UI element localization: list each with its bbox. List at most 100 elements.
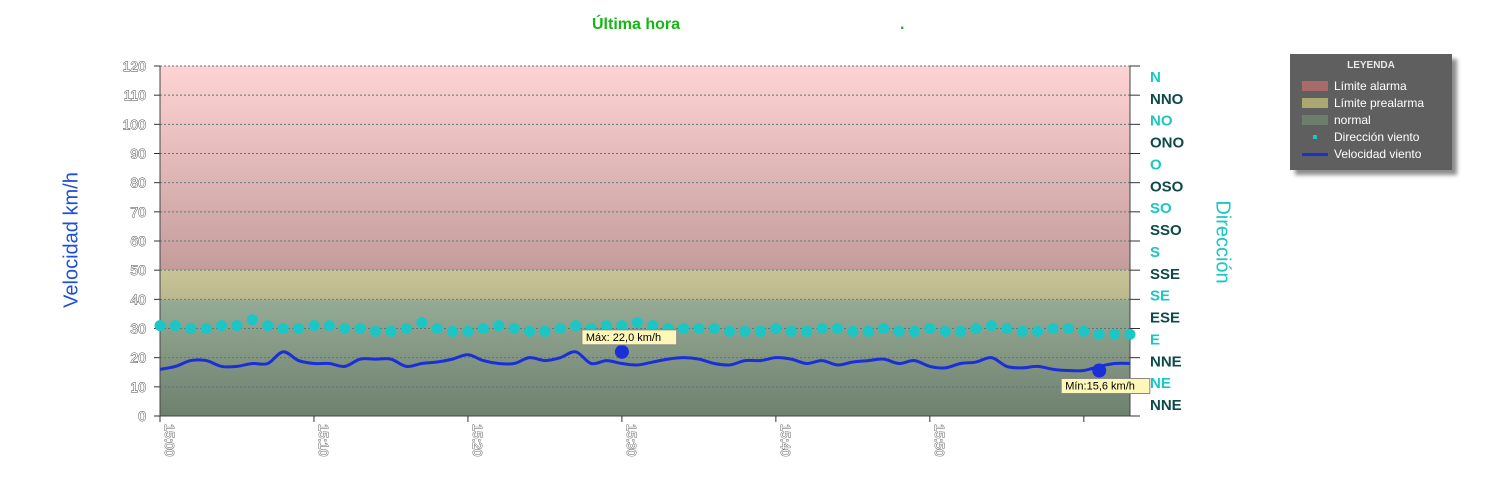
direction-tick-label: ESE — [1150, 310, 1180, 327]
direction-point — [893, 325, 905, 337]
x-tick-label: 15:50 — [932, 424, 947, 457]
direction-point — [801, 325, 813, 337]
y-tick-label: 0 — [138, 408, 146, 424]
direction-point — [185, 323, 197, 334]
direction-point — [1093, 328, 1105, 340]
x-tick-label: 15:30 — [624, 424, 639, 457]
y-tick-label: 110 — [124, 87, 147, 103]
direction-point — [724, 325, 736, 337]
legend: LEYENDA Límite alarma Límite prealarma n… — [1290, 54, 1452, 170]
direction-tick-label: NNE — [1150, 353, 1182, 370]
direction-tick-label: NE — [1150, 375, 1171, 392]
y-axis-left-label: Velocidad km/h — [60, 172, 83, 308]
x-tick-label: 15:40 — [778, 424, 793, 457]
direction-point — [816, 323, 828, 334]
direction-point — [231, 320, 243, 332]
direction-point — [754, 325, 766, 337]
direction-point — [1032, 325, 1044, 337]
direction-tick-label: NNO — [1150, 91, 1184, 108]
direction-point — [677, 323, 689, 334]
legend-item-normal: normal — [1302, 113, 1371, 127]
direction-point — [785, 325, 797, 337]
x-tick-label: 15:00 — [162, 424, 177, 457]
direction-point — [985, 320, 997, 332]
y-tick-label: 40 — [130, 291, 146, 307]
x-tick-label: 15:10 — [316, 424, 331, 457]
y-tick-label: 70 — [130, 204, 146, 220]
direction-point — [169, 320, 181, 332]
direction-point — [616, 320, 628, 332]
direction-point — [631, 317, 643, 329]
direction-point — [416, 317, 428, 329]
direction-point — [308, 320, 320, 332]
min-label: Mín:15,6 km/h — [1060, 378, 1151, 394]
direction-point — [400, 323, 412, 334]
direction-tick-label: E — [1150, 331, 1160, 348]
y-axis-right-label: Dirección — [1211, 200, 1234, 284]
legend-label-prealarm: Límite prealarma — [1334, 96, 1425, 110]
y-tick-label: 30 — [130, 321, 146, 337]
direction-point — [1078, 325, 1090, 337]
x-tick-label: 15:20 — [470, 424, 485, 457]
direction-point — [277, 323, 289, 334]
legend-label-normal: normal — [1334, 113, 1371, 127]
direction-point — [200, 323, 212, 334]
min-point-marker — [1092, 363, 1107, 378]
direction-point — [262, 320, 274, 332]
direction-tick-label: SSE — [1150, 266, 1180, 283]
direction-tick-label: NO — [1150, 113, 1173, 130]
min-label-box — [1060, 378, 1151, 394]
direction-point — [831, 323, 843, 334]
legend-label-speed: Velocidad viento — [1334, 147, 1422, 161]
direction-point — [570, 320, 582, 332]
direction-point — [1001, 323, 1013, 334]
direction-point — [462, 325, 474, 337]
max-label-text: Máx: 22,0 km/h — [586, 332, 661, 344]
y-tick-label: 90 — [130, 146, 146, 162]
direction-point — [739, 325, 751, 337]
direction-point — [647, 320, 659, 332]
direction-point — [431, 323, 443, 334]
chart-title: Última hora — [592, 16, 681, 33]
direction-point — [154, 320, 166, 332]
legend-swatch-alarm — [1302, 81, 1328, 91]
direction-point — [447, 325, 459, 337]
max-label: Máx: 22,0 km/h — [581, 329, 678, 346]
direction-point — [862, 325, 874, 337]
legend-item-alarm: Límite alarma — [1302, 79, 1407, 93]
direction-tick-label: ONO — [1150, 135, 1185, 152]
direction-point — [370, 325, 382, 337]
direction-point — [246, 314, 258, 326]
direction-point — [955, 325, 967, 337]
direction-point — [385, 325, 397, 337]
legend-marker-direction — [1302, 132, 1328, 142]
direction-point — [693, 323, 705, 334]
direction-point — [1047, 323, 1059, 334]
direction-point — [770, 323, 782, 334]
direction-point — [323, 320, 335, 332]
direction-point — [878, 323, 890, 334]
direction-point — [539, 325, 551, 337]
direction-point — [493, 320, 505, 332]
direction-point — [1016, 325, 1028, 337]
legend-title: LEYENDA — [1347, 60, 1395, 71]
y-tick-label: 60 — [130, 233, 146, 249]
direction-point — [524, 325, 536, 337]
direction-point — [293, 323, 305, 334]
direction-point — [708, 323, 720, 334]
direction-point — [924, 323, 936, 334]
direction-tick-label: O — [1150, 156, 1162, 173]
direction-tick-label: SSO — [1150, 222, 1182, 239]
direction-point — [554, 323, 566, 334]
legend-item-speed: Velocidad viento — [1302, 147, 1421, 161]
max-label-box — [581, 329, 678, 346]
direction-point — [477, 323, 489, 334]
y-tick-label: 120 — [123, 58, 147, 74]
direction-point — [1109, 328, 1121, 340]
direction-point — [216, 320, 228, 332]
speed-series-line — [159, 350, 1131, 373]
direction-tick-label: S — [1150, 244, 1160, 261]
direction-tick-label: N — [1150, 69, 1161, 86]
direction-point — [1062, 323, 1074, 334]
direction-point — [1124, 328, 1136, 340]
